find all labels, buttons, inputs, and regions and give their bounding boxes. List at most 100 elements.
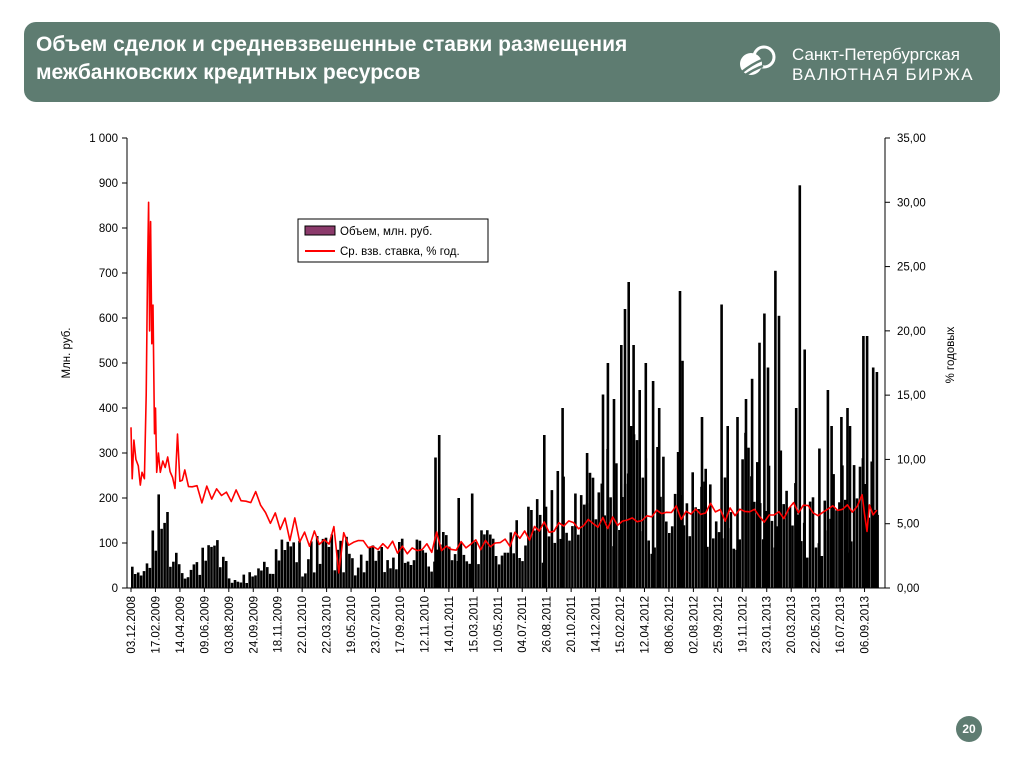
volume-bar xyxy=(310,541,313,588)
volume-bar xyxy=(797,514,800,588)
volume-bar xyxy=(183,578,187,588)
volume-bar xyxy=(791,525,794,588)
volume-bar xyxy=(588,472,592,588)
volume-bar xyxy=(530,510,533,588)
volume-bar xyxy=(668,533,671,588)
volume-bar xyxy=(409,565,413,588)
volume-bar xyxy=(254,575,257,588)
volume-bar xyxy=(327,546,331,588)
volume-bar xyxy=(415,539,419,588)
y-right-tick-label: 20,00 xyxy=(897,326,926,338)
volume-spike-bar xyxy=(543,435,546,588)
volume-bar xyxy=(603,515,606,588)
volume-bar xyxy=(618,530,621,588)
volume-bar xyxy=(673,493,677,588)
volume-spike-bar xyxy=(657,408,661,588)
volume-bar xyxy=(230,582,234,588)
x-tick-label: 15.02.2012 xyxy=(615,596,627,654)
volume-bar xyxy=(697,509,700,588)
volume-bar xyxy=(330,534,334,588)
volume-bar xyxy=(354,575,357,588)
volume-bar xyxy=(682,525,686,588)
volume-bar xyxy=(582,504,586,588)
volume-bar xyxy=(568,540,571,588)
exchange-logo-text: Санкт-Петербургская ВАЛЮТНАЯ БИРЖА xyxy=(792,45,974,86)
volume-bar xyxy=(131,566,134,588)
volume-bar xyxy=(515,520,518,588)
volume-bar xyxy=(204,560,207,588)
volume-bar xyxy=(823,500,827,588)
volume-spike-bar xyxy=(606,363,610,588)
volume-bar xyxy=(764,511,768,588)
volume-bar xyxy=(207,545,210,588)
volume-bar xyxy=(348,553,351,588)
volume-bar xyxy=(524,545,527,588)
volume-bar xyxy=(362,572,366,588)
logo-line-2: ВАЛЮТНАЯ БИРЖА xyxy=(792,65,975,84)
volume-bar xyxy=(497,564,501,588)
x-tick-label: 12.11.2010 xyxy=(419,596,431,653)
volume-bar xyxy=(615,463,618,588)
volume-bar xyxy=(398,542,401,588)
volume-bar xyxy=(535,499,539,588)
volume-bar xyxy=(424,552,427,588)
legend-volume-swatch xyxy=(304,225,336,236)
volume-bar xyxy=(345,536,348,588)
volume-bar xyxy=(574,493,577,588)
volume-bar xyxy=(665,521,668,588)
volume-bar xyxy=(160,528,163,588)
volume-bar xyxy=(151,530,155,588)
volume-spike-bar xyxy=(556,471,560,588)
volume-bar xyxy=(392,557,395,588)
volume-bar xyxy=(518,558,521,588)
volume-bar xyxy=(709,484,712,588)
volume-bar xyxy=(855,498,859,588)
volume-bar xyxy=(148,567,152,588)
volume-spike-bar xyxy=(681,360,684,589)
volume-spike-bar xyxy=(612,399,616,588)
x-tick-label: 10.05.2011 xyxy=(493,596,505,653)
volume-bar xyxy=(172,561,175,588)
volume-bar xyxy=(427,566,430,588)
volume-spike-bar xyxy=(846,408,849,588)
volume-bar xyxy=(365,560,369,588)
volume-bar xyxy=(753,501,756,588)
volume-spike-bar xyxy=(632,345,635,588)
x-tick-label: 25.09.2012 xyxy=(713,596,725,654)
x-tick-label: 22.05.2013 xyxy=(811,596,823,654)
volume-bar xyxy=(266,567,269,588)
y-right-tick-label: 10,00 xyxy=(897,454,926,466)
volume-bar xyxy=(453,554,457,588)
x-tick-label: 04.07.2011 xyxy=(517,596,529,653)
volume-spike-bar xyxy=(434,457,437,588)
x-tick-label: 14.01.2011 xyxy=(444,596,456,653)
volume-bar xyxy=(688,536,692,588)
x-tick-label: 22.03.2010 xyxy=(322,596,334,654)
volume-bar xyxy=(224,561,228,588)
x-tick-label: 14.04.2009 xyxy=(175,596,187,654)
volume-bar xyxy=(474,541,477,588)
y-left-tick-label: 200 xyxy=(99,493,118,505)
volume-bar xyxy=(462,554,466,588)
x-tick-label: 02.08.2012 xyxy=(688,596,700,654)
x-tick-label: 06.09.2013 xyxy=(860,596,872,654)
volume-spike-bar xyxy=(871,367,875,588)
x-tick-label: 17.02.2009 xyxy=(150,596,162,654)
volume-bar xyxy=(386,560,389,588)
x-tick-label: 03.08.2009 xyxy=(224,596,236,654)
volume-bar xyxy=(533,530,536,588)
chart-legend: Объем, млн. руб. Ср. взв. ставка, % год. xyxy=(297,218,489,263)
volume-spike-bar xyxy=(774,270,777,589)
volume-bar xyxy=(571,526,574,588)
volume-bar xyxy=(321,538,325,588)
y-left-tick-label: 800 xyxy=(99,223,118,235)
y-left-tick-label: 700 xyxy=(99,268,118,280)
y-right-tick-label: 25,00 xyxy=(897,262,926,274)
volume-bar xyxy=(169,566,172,588)
volume-spike-bar xyxy=(437,435,441,588)
x-tick-label: 19.11.2012 xyxy=(737,596,749,653)
volume-bar xyxy=(779,450,783,588)
x-tick-label: 16.07.2013 xyxy=(835,596,847,654)
volume-bar xyxy=(136,572,140,588)
volume-bar xyxy=(629,426,633,588)
